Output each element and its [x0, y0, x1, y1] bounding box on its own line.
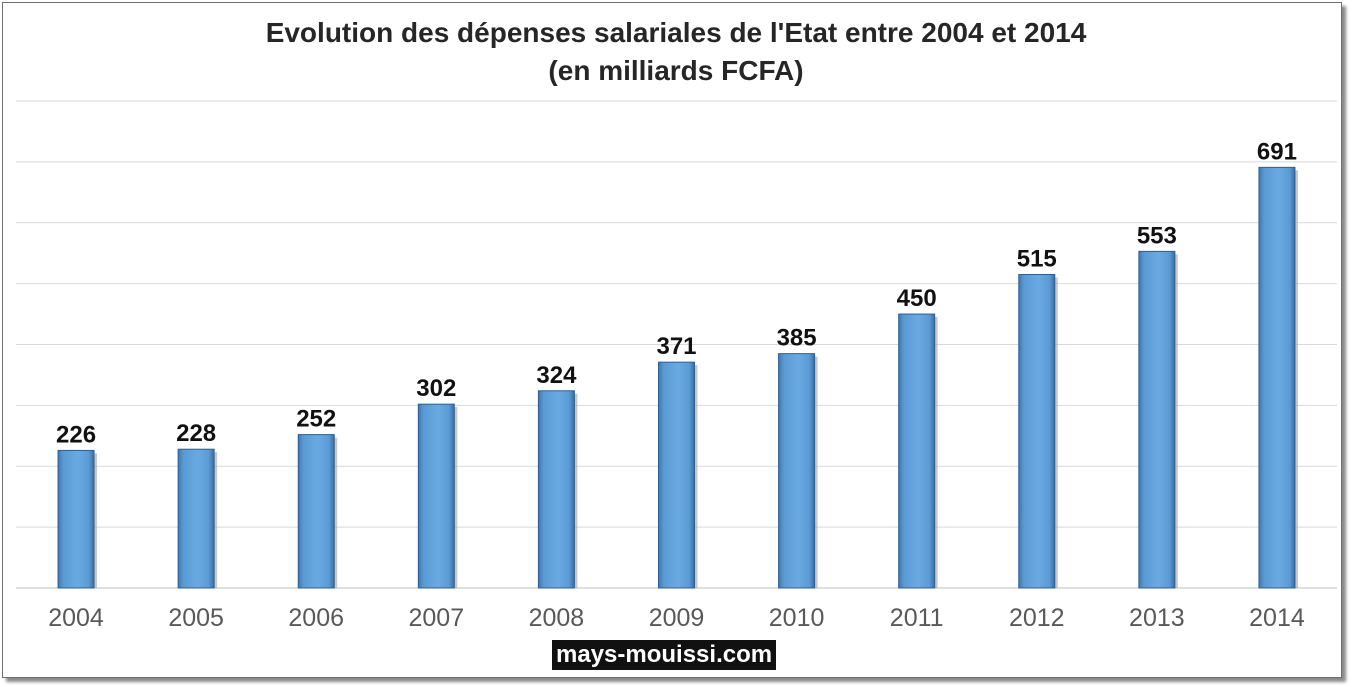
x-tick-2006: 2006 — [288, 604, 344, 632]
data-label-2011: 450 — [897, 285, 937, 312]
data-label-2005: 228 — [176, 420, 216, 447]
x-tick-2014: 2014 — [1249, 604, 1305, 632]
data-labels: 226 228 252 302 324 371 385 450 515 553 691 — [56, 138, 1297, 448]
bar-2011 — [898, 313, 936, 589]
data-label-2006: 252 — [296, 406, 336, 433]
bar-2006 — [297, 434, 335, 589]
x-tick-2007: 2007 — [409, 604, 465, 632]
data-label-2007: 302 — [416, 375, 456, 402]
chart-title: Evolution des dépenses salariales de l'E… — [0, 14, 1352, 90]
bar-2013 — [1138, 250, 1176, 589]
data-label-2008: 324 — [536, 362, 577, 389]
data-label-2014: 691 — [1257, 138, 1297, 165]
x-tick-2004: 2004 — [48, 604, 104, 632]
bar-2012 — [1018, 273, 1056, 589]
chart-title-line: Evolution des dépenses salariales de l'E… — [265, 17, 1087, 48]
bars — [57, 166, 1298, 589]
x-tick-2012: 2012 — [1009, 604, 1065, 632]
bar-2008 — [537, 390, 575, 589]
x-tick-2008: 2008 — [529, 604, 585, 632]
x-tick-2009: 2009 — [649, 604, 705, 632]
watermark: mays-mouissi.com — [552, 640, 777, 670]
bar-2007 — [417, 403, 455, 589]
x-tick-2011: 2011 — [890, 604, 944, 632]
bar-2004 — [57, 449, 95, 589]
bar-2005 — [177, 448, 215, 589]
chart-subtitle: (en milliards FCFA) — [548, 55, 804, 86]
data-label-2004: 226 — [56, 421, 96, 448]
x-axis-ticks: 2004 2005 2006 2007 2008 2009 2010 2011 2012 2013… — [48, 604, 1305, 632]
data-label-2012: 515 — [1017, 245, 1057, 272]
data-label-2013: 553 — [1137, 222, 1177, 249]
bar-2014 — [1258, 166, 1296, 589]
data-label-2010: 385 — [777, 325, 817, 352]
x-tick-2013: 2013 — [1129, 604, 1185, 632]
bar-2010 — [778, 353, 816, 589]
x-tick-2010: 2010 — [769, 604, 825, 632]
x-tick-2005: 2005 — [168, 604, 224, 632]
bar-2009 — [658, 361, 695, 589]
data-label-2009: 371 — [656, 333, 696, 360]
